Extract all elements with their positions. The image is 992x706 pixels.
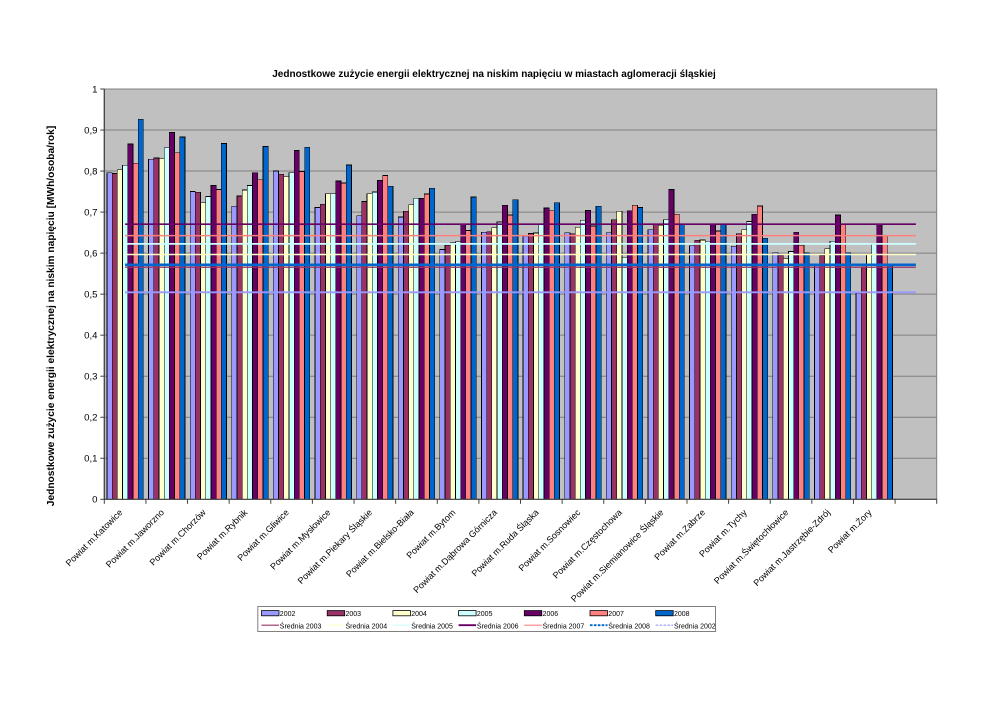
svg-text:Średnia 2005: Średnia 2005 xyxy=(411,621,453,630)
svg-text:Średnia 2003: Średnia 2003 xyxy=(280,621,322,630)
svg-text:Średnia 2008: Średnia 2008 xyxy=(608,621,650,630)
svg-text:2005: 2005 xyxy=(477,611,493,618)
svg-text:1: 1 xyxy=(92,84,97,95)
svg-text:Średnia 2007: Średnia 2007 xyxy=(543,621,585,630)
svg-text:0,6: 0,6 xyxy=(84,249,97,260)
svg-text:Średnia 2006: Średnia 2006 xyxy=(477,621,519,630)
svg-text:Jednostkowe zużycie energii el: Jednostkowe zużycie energii elektrycznej… xyxy=(46,126,57,506)
svg-text:0,7: 0,7 xyxy=(84,207,97,218)
svg-text:0,2: 0,2 xyxy=(84,413,97,424)
svg-text:0,5: 0,5 xyxy=(84,290,97,301)
svg-text:2002: 2002 xyxy=(280,611,296,618)
svg-text:2008: 2008 xyxy=(674,611,690,618)
svg-text:Średnia 2004: Średnia 2004 xyxy=(346,621,388,630)
svg-text:Jednostkowe zużycie energii el: Jednostkowe zużycie energii elektrycznej… xyxy=(272,69,716,80)
svg-text:0,8: 0,8 xyxy=(84,166,97,177)
svg-text:0,9: 0,9 xyxy=(84,125,97,136)
svg-text:2004: 2004 xyxy=(411,611,427,618)
svg-text:2007: 2007 xyxy=(608,611,624,618)
svg-text:2006: 2006 xyxy=(543,611,559,618)
svg-text:0,3: 0,3 xyxy=(84,372,97,383)
svg-text:2003: 2003 xyxy=(346,611,362,618)
svg-text:0,1: 0,1 xyxy=(84,454,97,465)
svg-text:Średnia 2002: Średnia 2002 xyxy=(674,621,716,630)
svg-text:0: 0 xyxy=(92,495,97,506)
svg-text:0,4: 0,4 xyxy=(84,331,98,342)
